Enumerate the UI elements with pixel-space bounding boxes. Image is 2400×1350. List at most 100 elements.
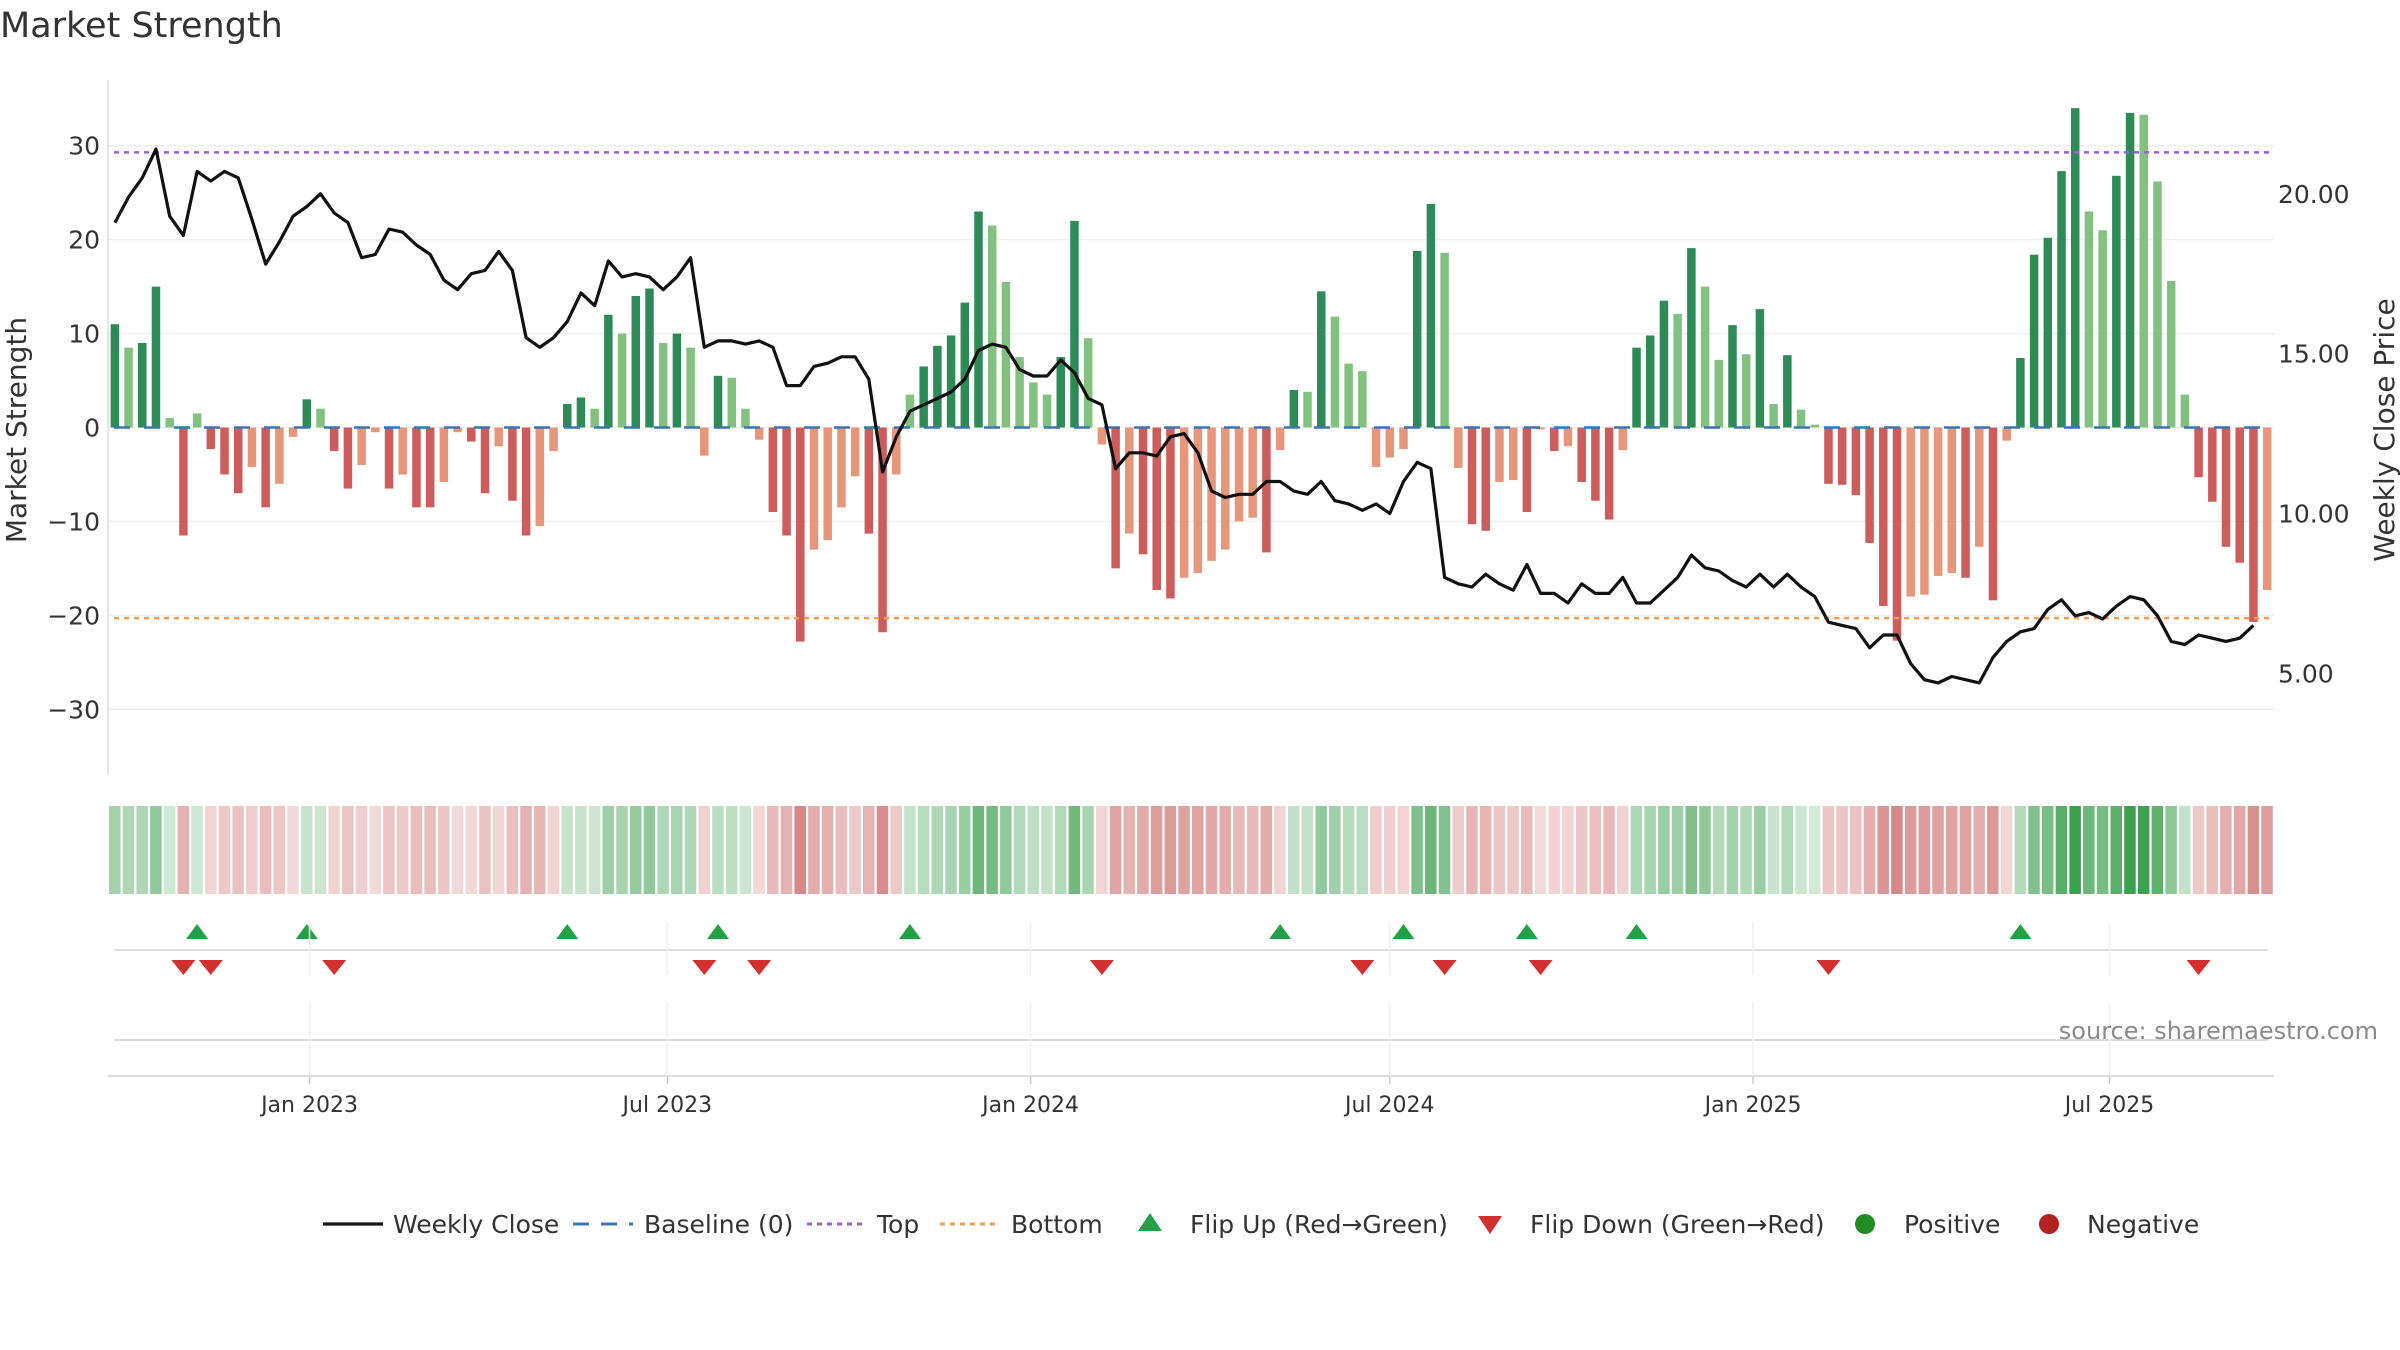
- heat-cell: [1315, 806, 1327, 894]
- heat-cell: [218, 806, 231, 894]
- strength-bar: [1111, 427, 1120, 569]
- strength-bar: [2262, 427, 2272, 590]
- heat-cell: [2137, 806, 2150, 894]
- heat-cell: [1123, 806, 1135, 894]
- heat-cell: [1863, 806, 1876, 894]
- heat-cell: [616, 806, 628, 894]
- heat-cell: [725, 806, 738, 894]
- strength-bar: [823, 427, 832, 541]
- heat-cell: [1205, 806, 1218, 894]
- heat-cell: [492, 806, 505, 894]
- heat-cell: [849, 806, 861, 894]
- strength-bar: [1248, 427, 1257, 518]
- heat-cell: [2233, 806, 2246, 894]
- heat-cell: [808, 806, 820, 894]
- heat-cell: [739, 806, 752, 894]
- strength-bar: [1179, 427, 1189, 578]
- strength-bar: [508, 427, 517, 501]
- heat-cell: [1644, 806, 1656, 894]
- strength-bar: [1015, 357, 1024, 428]
- strength-bar: [1577, 427, 1586, 482]
- heat-cell: [259, 806, 272, 894]
- strength-bar: [275, 427, 284, 484]
- strength-bar: [1097, 427, 1107, 445]
- flip-up-marker: [1392, 924, 1415, 939]
- heat-cell: [1507, 806, 1519, 894]
- strength-bar: [1207, 427, 1216, 561]
- heat-cell: [835, 806, 848, 894]
- heat-cell: [424, 806, 436, 894]
- flip-up-marker: [1269, 924, 1292, 939]
- strength-bar: [1262, 427, 1271, 553]
- y-tick-left: 30: [68, 132, 100, 161]
- heat-cell: [1630, 806, 1643, 894]
- strength-bar: [1851, 427, 1861, 496]
- strength-bar: [1920, 427, 1929, 595]
- heat-cell: [890, 806, 902, 894]
- strength-bar: [1700, 286, 1710, 428]
- strength-bar: [2112, 175, 2121, 428]
- heat-cell: [465, 806, 477, 894]
- heat-cell: [1534, 806, 1547, 894]
- strength-bar: [1316, 291, 1326, 428]
- legend-swatch-dot: [1855, 1214, 1875, 1234]
- reference-lines: [114, 151, 2274, 620]
- strength-bar: [535, 427, 545, 527]
- heat-cell: [1137, 806, 1149, 894]
- strength-bar: [1152, 427, 1161, 590]
- strength-bar: [2070, 108, 2080, 428]
- strength-heat-strip: [109, 806, 2273, 894]
- heat-cell: [1973, 806, 1985, 894]
- strength-bar: [987, 225, 997, 428]
- heat-cell: [1178, 806, 1190, 894]
- heat-cell: [396, 806, 409, 894]
- strength-bar: [124, 347, 133, 428]
- strength-bar: [1645, 335, 1655, 428]
- heat-cell: [479, 806, 491, 894]
- strength-bar: [1824, 427, 1833, 484]
- heat-cell: [1781, 806, 1793, 894]
- heat-cell: [1000, 806, 1012, 894]
- heat-cell: [794, 806, 806, 894]
- heat-cell: [109, 806, 121, 894]
- heat-cell: [602, 806, 615, 894]
- flip-down-marker: [1816, 960, 1841, 975]
- strength-bar: [220, 427, 229, 475]
- strength-bar: [1947, 427, 1957, 574]
- heat-cell: [1918, 806, 1931, 894]
- heat-cell: [314, 806, 327, 894]
- heat-cell: [1740, 806, 1752, 894]
- heat-cell: [287, 806, 299, 894]
- flip-down-marker: [1089, 960, 1114, 975]
- legend-swatch-flip-up: [1138, 1213, 1162, 1231]
- x-gridlines: [308, 922, 2111, 1076]
- strength-bar: [2016, 358, 2025, 428]
- strength-bar: [837, 427, 846, 508]
- strength-bar: [343, 427, 353, 489]
- heat-cell: [1287, 806, 1300, 894]
- strength-bar: [1275, 427, 1285, 451]
- heat-cell: [1096, 806, 1108, 894]
- strength-bar: [1988, 427, 1998, 601]
- strength-bar: [138, 342, 147, 428]
- x-axis-ticks: Jan 2023 Jul 2023 Jan 2024 Jul 2024 Jan 2025…: [259, 1076, 2154, 1118]
- heat-cell: [1027, 806, 1040, 894]
- heat-cell: [1945, 806, 1958, 894]
- heat-cell: [1959, 806, 1972, 894]
- source-note: source: sharemaestro.com: [2059, 1017, 2378, 1045]
- strength-bar: [1029, 382, 1038, 428]
- heat-cell: [1329, 806, 1341, 894]
- strength-bar: [1358, 371, 1367, 428]
- heat-cell: [1054, 806, 1067, 894]
- heat-cell: [1013, 806, 1026, 894]
- y-tick-left: 20: [68, 226, 100, 255]
- strength-bar: [1056, 357, 1066, 428]
- strength-bar: [1687, 248, 1696, 428]
- heat-cell: [1658, 806, 1670, 894]
- legend-label: Bottom: [1011, 1210, 1103, 1239]
- heat-cell: [986, 806, 998, 894]
- strength-bars: [110, 108, 2272, 642]
- heat-cell: [1356, 806, 1369, 894]
- strength-bar: [1070, 220, 1079, 428]
